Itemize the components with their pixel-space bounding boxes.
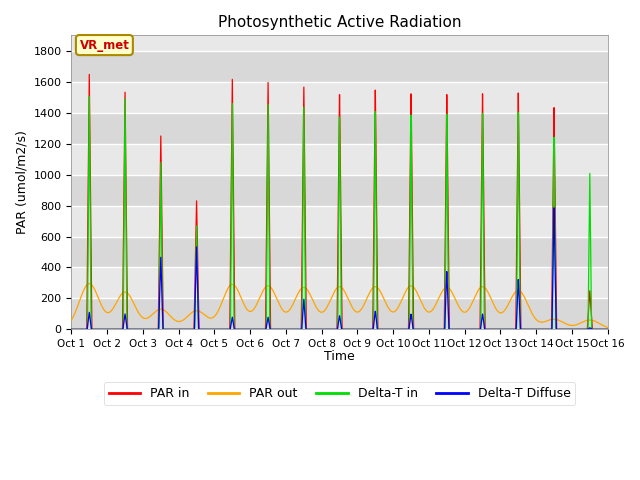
- PAR out: [86, 281, 93, 287]
- Line: PAR in: PAR in: [72, 74, 608, 329]
- Bar: [72, 144, 608, 175]
- Line: Delta-T Diffuse: Delta-T Diffuse: [72, 208, 608, 329]
- Bar: [72, 82, 608, 113]
- PAR out: [460, 309, 467, 315]
- Delta-T in: [68, 326, 76, 332]
- PAR in: [604, 326, 611, 332]
- Delta-T Diffuse: [490, 326, 498, 332]
- Delta-T in: [604, 326, 611, 332]
- X-axis label: Time: Time: [324, 350, 355, 363]
- Delta-T Diffuse: [604, 326, 612, 332]
- Legend: PAR in, PAR out, Delta-T in, Delta-T Diffuse: PAR in, PAR out, Delta-T in, Delta-T Dif…: [104, 383, 575, 406]
- PAR out: [319, 309, 327, 314]
- Delta-T in: [164, 326, 172, 332]
- PAR out: [430, 305, 438, 311]
- PAR out: [604, 324, 612, 330]
- Bar: [72, 267, 608, 299]
- Bar: [72, 113, 608, 144]
- Delta-T in: [604, 326, 612, 332]
- Delta-T in: [319, 326, 327, 332]
- PAR out: [68, 317, 76, 323]
- PAR out: [490, 302, 498, 308]
- Y-axis label: PAR (umol/m2/s): PAR (umol/m2/s): [15, 131, 28, 234]
- Bar: [72, 175, 608, 205]
- Line: PAR out: PAR out: [72, 284, 608, 327]
- PAR out: [604, 324, 611, 330]
- PAR out: [164, 311, 172, 316]
- Delta-T Diffuse: [430, 326, 438, 332]
- Delta-T Diffuse: [604, 326, 611, 332]
- Delta-T Diffuse: [319, 326, 327, 332]
- Bar: [72, 51, 608, 82]
- PAR in: [164, 326, 172, 332]
- Delta-T Diffuse: [68, 326, 76, 332]
- Delta-T Diffuse: [460, 326, 467, 332]
- Line: Delta-T in: Delta-T in: [72, 96, 608, 329]
- PAR in: [490, 326, 498, 332]
- PAR in: [68, 326, 76, 332]
- Delta-T in: [490, 326, 498, 332]
- Delta-T Diffuse: [164, 326, 172, 332]
- Delta-T Diffuse: [550, 205, 558, 211]
- PAR in: [460, 326, 467, 332]
- Title: Photosynthetic Active Radiation: Photosynthetic Active Radiation: [218, 15, 461, 30]
- Delta-T in: [86, 93, 93, 99]
- Bar: [72, 205, 608, 237]
- Delta-T in: [430, 326, 438, 332]
- PAR in: [604, 326, 612, 332]
- Delta-T in: [460, 326, 467, 332]
- Bar: [72, 237, 608, 267]
- Bar: [72, 299, 608, 329]
- Text: VR_met: VR_met: [79, 38, 129, 51]
- PAR in: [86, 72, 93, 77]
- PAR in: [430, 326, 438, 332]
- PAR in: [319, 326, 327, 332]
